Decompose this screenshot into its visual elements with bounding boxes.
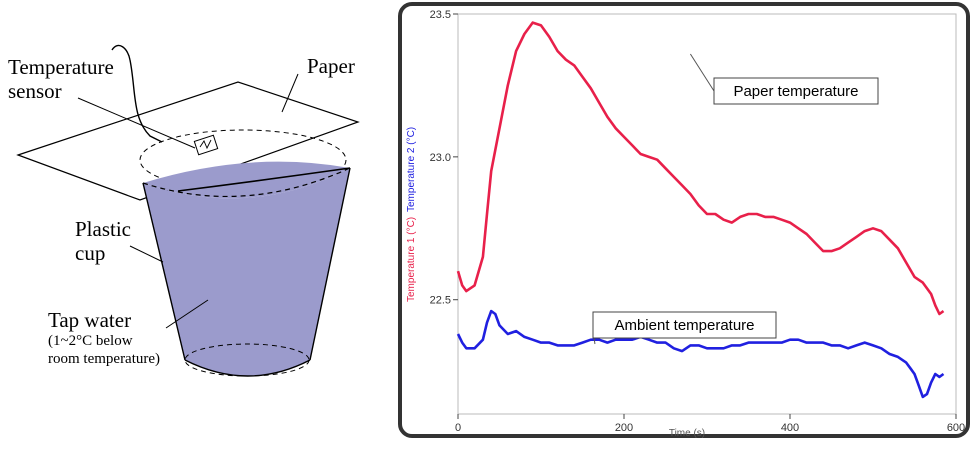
cup-rim-visible bbox=[177, 167, 351, 192]
sensor-label-line1: Temperature bbox=[8, 55, 114, 79]
y-axis-label-temperature-2: Temperature 2 (°C) bbox=[406, 127, 417, 212]
annotation-box bbox=[713, 77, 879, 105]
cup-rim-front bbox=[142, 167, 351, 198]
y-axis-label-temperature-1: Temperature 1 (°C) bbox=[406, 217, 417, 302]
tap-water bbox=[143, 168, 350, 376]
water-label-line3: room temperature) bbox=[48, 351, 161, 367]
cup-bottom-front bbox=[184, 359, 311, 377]
x-axis-label: Time (s) bbox=[669, 428, 705, 438]
x-tick-label: 400 bbox=[781, 422, 799, 434]
paper-leader bbox=[281, 73, 299, 113]
temperature-chart: 22.5 23.0 23.5 0 200 400 600 Time (s) Temperatur… bbox=[398, 2, 970, 438]
cup-setup-illustration bbox=[16, 44, 360, 377]
paper-label: Paper bbox=[307, 54, 355, 78]
annotations: Paper temperature Ambient temperature bbox=[592, 53, 879, 345]
annotation-text: Paper temperature bbox=[733, 83, 858, 100]
annotation-text: Ambient temperature bbox=[614, 317, 754, 334]
ambient-temperature-line bbox=[456, 309, 945, 399]
cup-label-line2: cup bbox=[75, 241, 106, 265]
water-label-line2: (1~2°C below bbox=[48, 333, 133, 349]
sensor-element bbox=[199, 139, 212, 150]
chart-frame bbox=[398, 2, 970, 438]
annotation-leader bbox=[689, 53, 715, 92]
paper-temperature-line bbox=[456, 21, 945, 316]
sensor-wire bbox=[111, 44, 163, 143]
axes: 22.5 23.0 23.5 0 200 400 600 Time (s) Temperatur… bbox=[406, 9, 965, 438]
x-tick-label: 200 bbox=[615, 422, 633, 434]
plot-area bbox=[457, 13, 957, 415]
sensor-label-line2: sensor bbox=[8, 79, 62, 103]
water-leader bbox=[165, 299, 209, 329]
water-label-line1: Tap water bbox=[48, 308, 132, 332]
cup-right-wall bbox=[309, 167, 351, 361]
sensor-leader bbox=[77, 97, 196, 149]
cup-label-line1: Plastic bbox=[75, 217, 131, 241]
x-tick-label: 0 bbox=[455, 422, 461, 434]
y-tick-label: 23.5 bbox=[430, 9, 451, 21]
cup-left-wall bbox=[142, 182, 186, 361]
series-lines bbox=[456, 21, 945, 399]
y-tick-label: 22.5 bbox=[430, 295, 451, 307]
temperature-chart-panel: 22.5 23.0 23.5 0 200 400 600 Time (s) Temperatur… bbox=[398, 2, 970, 438]
cup-leader bbox=[129, 245, 164, 263]
annotation-box bbox=[592, 311, 777, 339]
experiment-diagram: Temperature sensor Paper Plastic cup Tap… bbox=[0, 0, 380, 446]
x-tick-label: 600 bbox=[947, 422, 965, 434]
paper-sheet bbox=[16, 81, 360, 201]
y-tick-label: 23.0 bbox=[430, 152, 451, 164]
